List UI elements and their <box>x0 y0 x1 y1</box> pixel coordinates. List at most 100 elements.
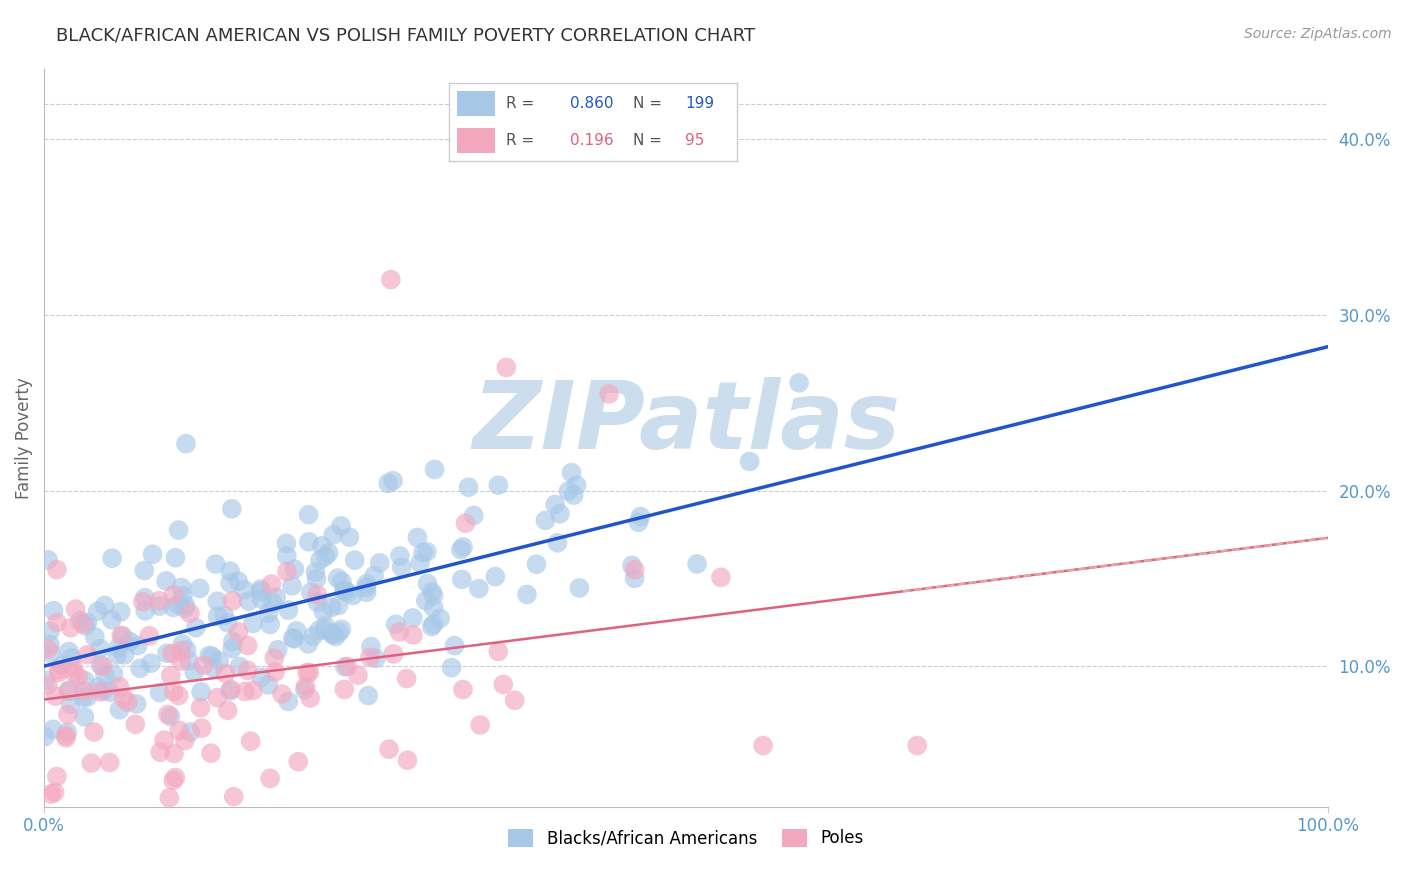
Point <box>37 641 59 656</box>
Point <box>149 745 172 759</box>
Point <box>294 679 316 693</box>
Point <box>76 615 98 630</box>
Point <box>108 703 131 717</box>
Point <box>710 570 733 584</box>
Point <box>271 687 294 701</box>
Point <box>80 756 103 771</box>
Point <box>468 582 491 596</box>
Point <box>402 611 425 625</box>
Point <box>167 689 190 703</box>
Point <box>167 723 190 738</box>
Point <box>239 734 262 748</box>
Point <box>48 663 70 677</box>
Point <box>277 603 299 617</box>
Point <box>308 623 330 637</box>
Point <box>219 682 242 697</box>
Point <box>214 666 236 681</box>
Point <box>281 579 304 593</box>
Point <box>125 697 148 711</box>
Point <box>285 624 308 638</box>
Point <box>62 665 84 680</box>
Point <box>738 454 761 468</box>
Point <box>388 549 411 563</box>
Point <box>356 585 378 599</box>
Point <box>486 644 509 658</box>
Text: Source: ZipAtlas.com: Source: ZipAtlas.com <box>1244 27 1392 41</box>
Point <box>83 630 105 644</box>
Point <box>179 606 201 620</box>
Point <box>333 582 356 597</box>
Point <box>207 594 229 608</box>
Point <box>384 617 406 632</box>
Point <box>299 691 322 706</box>
Point <box>627 515 650 529</box>
Point <box>342 589 364 603</box>
Point <box>110 605 132 619</box>
Point <box>526 558 548 572</box>
Point <box>134 591 156 605</box>
Point <box>35 673 58 688</box>
Point <box>364 651 387 665</box>
Point <box>333 682 356 697</box>
Point <box>39 624 62 639</box>
Point <box>62 659 84 673</box>
Point <box>207 690 229 705</box>
Point <box>547 536 569 550</box>
Point <box>105 648 128 662</box>
Point <box>312 605 335 619</box>
Point <box>98 756 121 770</box>
Point <box>451 540 474 554</box>
Point <box>134 563 156 577</box>
Point <box>87 604 110 618</box>
Point <box>39 638 62 652</box>
Point <box>108 680 131 694</box>
Point <box>217 703 239 717</box>
Point <box>156 646 179 660</box>
Point <box>412 546 434 560</box>
Point <box>486 478 509 492</box>
Point <box>174 733 197 747</box>
Point <box>314 619 336 633</box>
Point <box>305 572 328 586</box>
Point <box>395 672 418 686</box>
Point <box>148 599 170 613</box>
Point <box>630 509 652 524</box>
Point <box>75 618 97 632</box>
Point <box>204 557 226 571</box>
Point <box>321 626 343 640</box>
Point <box>127 639 149 653</box>
Point <box>333 584 356 599</box>
Point <box>148 594 170 608</box>
Point <box>336 659 359 673</box>
Point <box>219 684 242 698</box>
Point <box>620 558 643 573</box>
Point <box>329 518 352 533</box>
Point <box>309 553 332 567</box>
Point <box>159 709 181 723</box>
Point <box>200 746 222 760</box>
Point <box>686 557 709 571</box>
Point <box>221 594 243 608</box>
Point <box>93 683 115 698</box>
Point <box>548 507 571 521</box>
Point <box>167 523 190 537</box>
Point <box>339 530 361 544</box>
Point <box>565 478 588 492</box>
Point <box>250 592 273 607</box>
Point <box>328 625 350 640</box>
Point <box>492 677 515 691</box>
Point <box>212 608 235 623</box>
Point <box>416 576 439 591</box>
Point <box>94 668 117 682</box>
Point <box>155 574 177 588</box>
Point <box>440 660 463 674</box>
Point <box>463 508 485 523</box>
Point <box>262 595 284 609</box>
Point <box>222 634 245 648</box>
Point <box>179 725 201 739</box>
Point <box>236 664 259 678</box>
Point <box>378 742 401 756</box>
Point <box>201 649 224 664</box>
Point <box>60 650 83 665</box>
Point <box>276 549 298 563</box>
